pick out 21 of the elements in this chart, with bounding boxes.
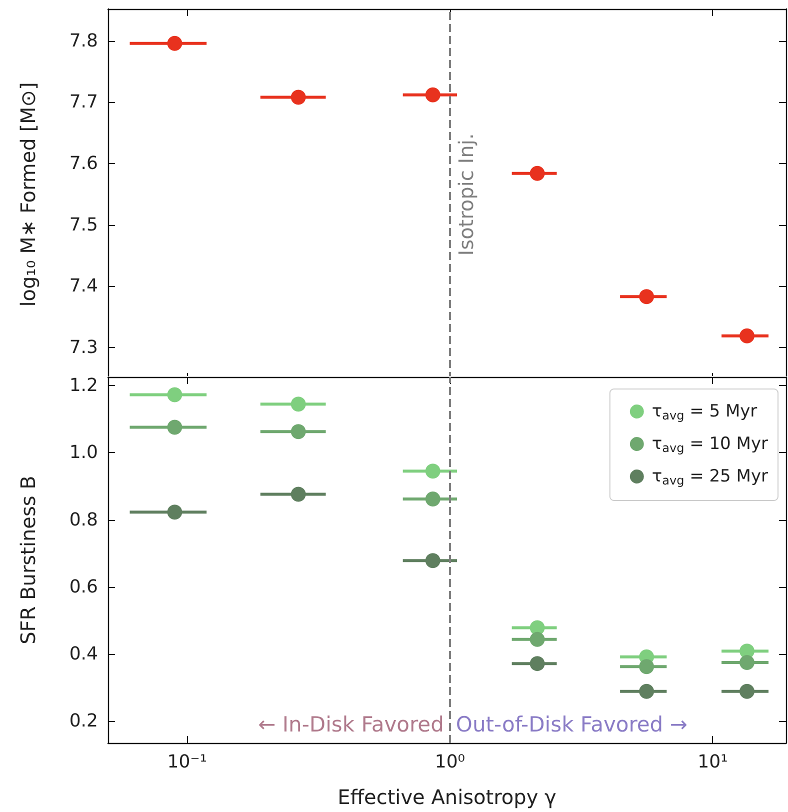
y-tick-label: 0.8 [69,509,98,530]
y-tick-label: 0.2 [69,710,98,732]
annotation: Out-of-Disk Favored → [456,712,688,736]
y-tick-label: 7.4 [69,276,98,297]
x-tick-label: 10⁰ [434,752,465,772]
y-tick-label: 7.5 [69,214,98,236]
y-tick-label: 7.7 [69,92,98,113]
y-axis-title: SFR Burstiness B [16,476,40,644]
y-tick-label: 1.0 [69,442,98,464]
x-tick-label: 10⁻¹ [167,752,207,772]
x-tick-label: 10¹ [698,752,728,772]
ref-line-label: Isotropic Inj. [454,133,478,256]
y-tick-label: 1.2 [69,375,98,396]
y-tick-label: 7.6 [69,153,98,174]
annotation: ← In-Disk Favored [258,712,444,736]
y-tick-label: 7.8 [69,30,98,52]
x-axis-title: Effective Anisotropy γ [338,785,557,809]
y-tick-label: 7.3 [69,337,98,358]
y-tick-label: 0.4 [69,643,98,664]
y-tick-label: 0.6 [69,576,98,598]
y-axis-title: log₁₀ M∗ Formed [M⊙] [16,82,40,307]
